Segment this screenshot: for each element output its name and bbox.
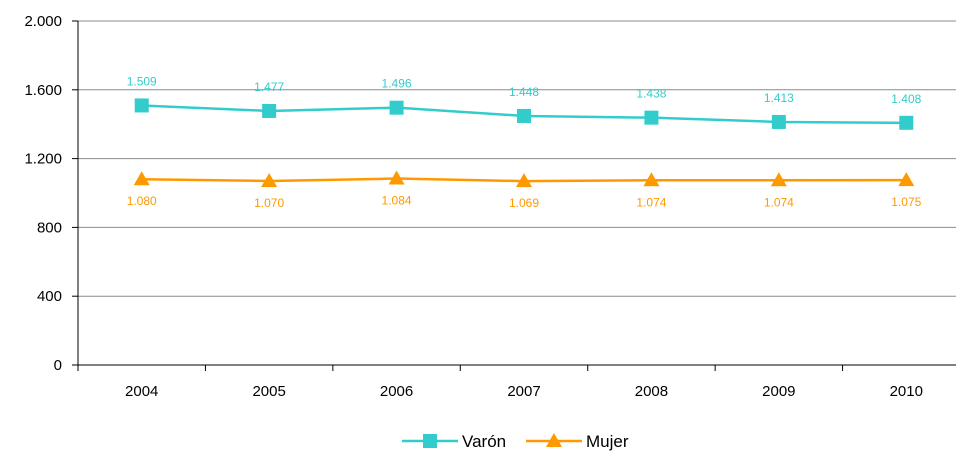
data-point: [546, 433, 562, 447]
data-label: 1.408: [891, 92, 921, 106]
series-mujer: 1.080 1.070 1.084 1.069 1.074 1.074 1.075: [127, 170, 922, 210]
data-label: 1.075: [891, 195, 921, 209]
y-tick-label: 400: [37, 288, 62, 305]
x-tick-label: 2006: [380, 383, 413, 400]
data-point: [516, 173, 532, 188]
data-label: 1.438: [636, 87, 666, 101]
x-tick-label: 2005: [252, 383, 285, 400]
y-tick-label: 1.600: [24, 82, 62, 99]
data-point: [262, 103, 277, 118]
y-axis-ticks: 0 400 800 1.200 1.600 2.000: [24, 13, 78, 374]
y-tick-label: 800: [37, 219, 62, 236]
y-tick-label: 0: [54, 357, 62, 374]
series-group: 1.509 1.477 1.496 1.448 1.438 1.413 1.408 1.080…: [127, 74, 922, 210]
y-tick-label: 2.000: [24, 13, 62, 30]
data-label: 1.477: [254, 80, 284, 94]
data-point: [898, 172, 915, 187]
data-label: 1.069: [509, 196, 539, 210]
data-label: 1.448: [509, 85, 539, 99]
data-point: [423, 434, 437, 448]
x-axis-ticks: 2004 2005 2006 2007 2008 2009 2010: [77, 365, 923, 400]
data-label: 1.413: [764, 91, 794, 105]
data-label: 1.496: [382, 77, 412, 91]
data-point: [644, 110, 659, 125]
x-tick-label: 2010: [890, 383, 923, 400]
legend-label: Mujer: [586, 432, 629, 451]
x-tick-label: 2009: [762, 383, 795, 400]
y-tick-label: 1.200: [24, 151, 62, 168]
data-point: [388, 170, 405, 185]
data-label: 1.074: [636, 195, 666, 209]
data-point: [643, 172, 660, 187]
data-point: [899, 115, 914, 130]
data-point: [261, 172, 278, 187]
data-label: 1.080: [127, 194, 157, 208]
data-point: [517, 108, 531, 123]
x-tick-label: 2008: [635, 383, 668, 400]
gridlines: [78, 20, 956, 297]
data-label: 1.074: [764, 195, 794, 209]
x-tick-label: 2004: [125, 383, 158, 400]
data-point: [133, 171, 150, 186]
data-label: 1.070: [254, 196, 284, 210]
legend-item: Varón: [402, 432, 506, 451]
series-var-n: 1.509 1.477 1.496 1.448 1.438 1.413 1.408: [127, 74, 922, 130]
data-label: 1.084: [382, 194, 412, 208]
legend-label: Varón: [462, 432, 506, 451]
data-label: 1.509: [127, 74, 157, 88]
data-point: [771, 114, 786, 129]
axes: [77, 21, 956, 366]
legend-item: Mujer: [526, 432, 629, 451]
legend: Varón Mujer: [402, 432, 629, 451]
data-point: [389, 100, 404, 115]
x-tick-label: 2007: [507, 383, 540, 400]
data-point: [134, 98, 149, 113]
data-point: [770, 172, 787, 187]
